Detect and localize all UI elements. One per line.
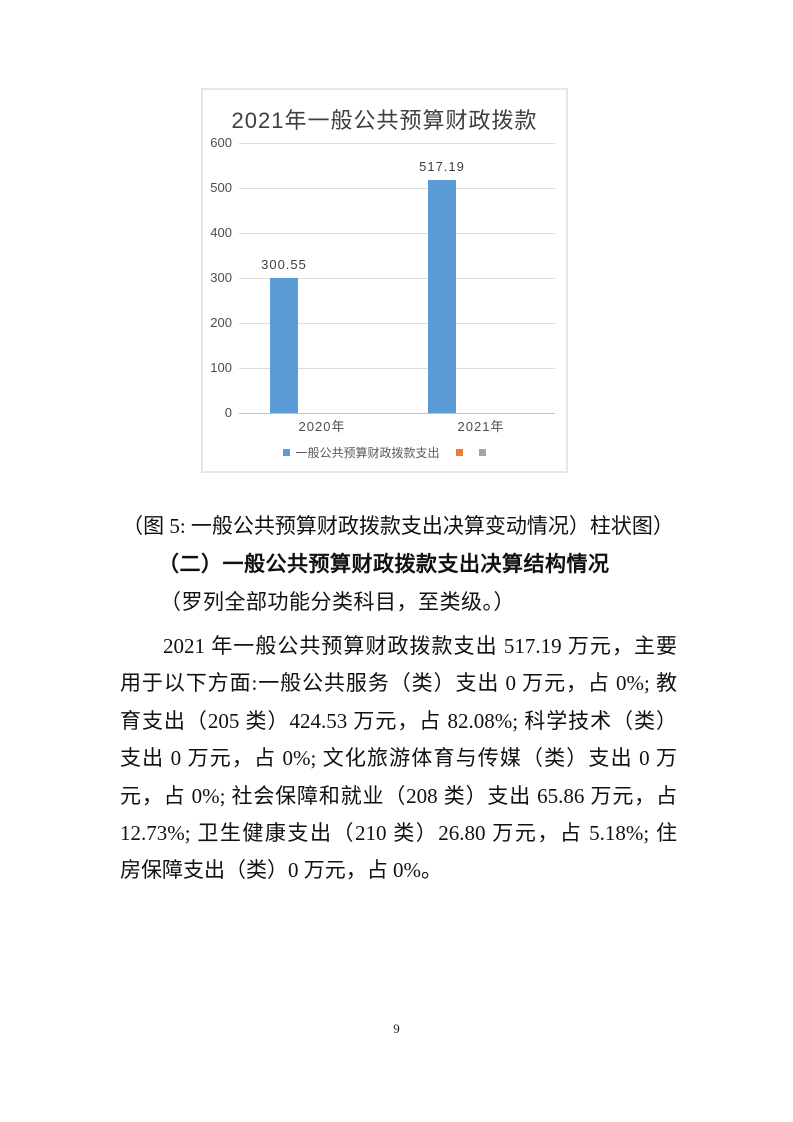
page-number: 9 [393, 1021, 400, 1036]
legend-swatch [478, 449, 486, 456]
figure-caption: （图 5: 一般公共预算财政拨款支出决算变动情况）柱状图） [122, 514, 674, 538]
chart-legend: 一般公共预算财政拨款支出 [203, 444, 566, 461]
x-axis-tick-label: 2021年 [457, 419, 505, 434]
y-gridline [239, 323, 555, 324]
bar-2020 [270, 278, 298, 413]
y-gridline [239, 143, 555, 144]
legend-swatch [455, 449, 463, 456]
y-axis-tick-label: 500 [210, 180, 232, 195]
y-axis-tick-label: 300 [210, 270, 232, 285]
section-heading: （二）一般公共预算财政拨款支出决算结构情况 [158, 552, 610, 576]
chart-title: 2021年一般公共预算财政拨款 [231, 108, 538, 133]
legend-item [455, 449, 463, 456]
paragraph-line: 2021 年一般公共预算财政拨款支出 517.19 万元，主要 [163, 634, 677, 658]
paragraph-line: 支出 0 万元，占 0%; 文化旅游体育与传媒（类）支出 0 万 [120, 746, 677, 771]
paragraph-line: 12.73%; 卫生健康支出（210 类）26.80 万元，占 5.18%; 住 [120, 820, 677, 845]
bar-chart-panel: 2021年一般公共预算财政拨款 一般公共预算财政拨款支出 600 500 400 30… [201, 88, 568, 473]
y-gridline [239, 233, 555, 234]
bar-2021 [428, 180, 456, 413]
y-gridline [239, 188, 555, 189]
y-axis-tick-label: 0 [224, 405, 232, 420]
y-gridline [239, 278, 555, 279]
y-gridline [239, 413, 555, 414]
y-axis-tick-label: 600 [210, 135, 232, 150]
body-paragraph: 2021 年一般公共预算财政拨款支出 517.19 万元，主要用于以下方面:一般… [120, 628, 677, 890]
y-axis-tick-label: 200 [210, 315, 232, 330]
legend-swatch [283, 449, 291, 456]
section-note: （罗列全部功能分类科目，至类级。） [160, 590, 515, 614]
paragraph-line: 用于以下方面:一般公共服务（类）支出 0 万元，占 0%; 教 [120, 671, 677, 696]
y-gridline [239, 368, 555, 369]
paragraph-line: 育支出（205 类）424.53 万元，占 82.08%; 科学技术（类） [120, 708, 677, 733]
legend-item [478, 449, 486, 456]
paragraph-line: 房保障支出（类）0 万元，占 0%。 [120, 858, 442, 883]
bar-value-label: 300.55 [261, 257, 307, 272]
x-axis-tick-label: 2020年 [298, 419, 346, 434]
bar-value-label: 517.19 [419, 159, 465, 174]
y-axis-tick-label: 100 [210, 360, 232, 375]
paragraph-line: 元，占 0%; 社会保障和就业（208 类）支出 65.86 万元，占 [120, 783, 677, 808]
y-axis-tick-label: 400 [210, 225, 232, 240]
legend-item: 一般公共预算财政拨款支出 [283, 444, 440, 461]
legend-label: 一般公共预算财政拨款支出 [295, 446, 440, 460]
